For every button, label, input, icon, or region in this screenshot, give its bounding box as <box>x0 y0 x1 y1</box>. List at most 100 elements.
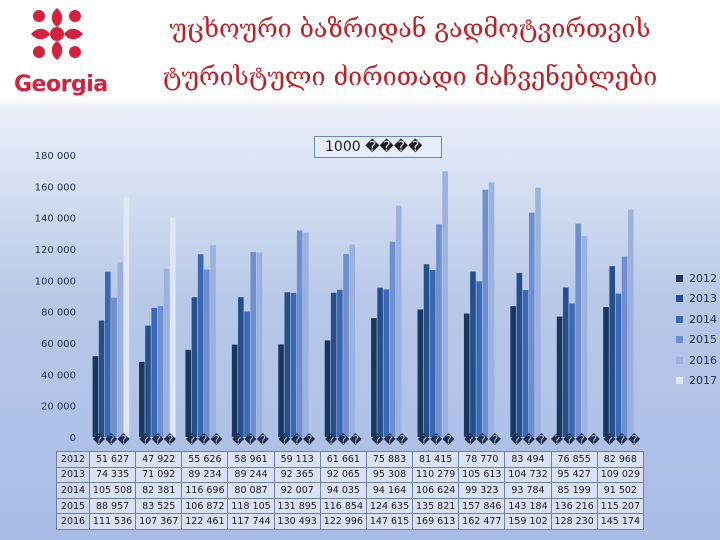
table-row-year: 2012 <box>56 451 90 468</box>
table-cell: 93 784 <box>504 482 552 499</box>
bar-2013 <box>516 272 523 437</box>
table-row-year: 2016 <box>56 513 90 530</box>
table-cell: 83 494 <box>504 451 552 468</box>
bar-2014 <box>569 303 575 437</box>
x-category-label: ���� <box>551 433 601 447</box>
table-cell: 147 615 <box>365 513 414 530</box>
legend-label: 2016 <box>689 353 717 367</box>
legend-label: 2014 <box>689 312 717 326</box>
legend-swatch <box>676 336 683 344</box>
x-category-label: ��� <box>93 433 131 447</box>
table-row: 2013 74 335 71 092 89 234 89 244 92 365 92 065… <box>56 466 645 484</box>
table-cell: 115 207 <box>596 497 645 515</box>
table-cell: 143 184 <box>504 497 552 515</box>
data-table: 2012 51 627 47 922 55 626 58 961 59 113 61 661… <box>56 451 645 530</box>
x-category-label: ��� <box>371 433 409 447</box>
table-cell: 76 855 <box>550 451 598 468</box>
table-cell: 94 035 <box>319 482 367 499</box>
bar-2015 <box>157 306 164 437</box>
y-tick-label: 140 000 <box>35 214 76 225</box>
legend-swatch <box>676 315 683 323</box>
bar-2014 <box>105 271 111 437</box>
bar-2014 <box>197 254 204 437</box>
bar-2015 <box>204 269 210 437</box>
table-cell: 75 883 <box>365 451 414 468</box>
table-cell: 118 105 <box>227 497 275 515</box>
bar-2012 <box>278 344 284 437</box>
bar-2013 <box>284 292 291 437</box>
bar-2015 <box>436 224 442 437</box>
table-cell: 159 102 <box>504 513 552 530</box>
table-cell: 122 461 <box>181 513 229 530</box>
table-cell: 116 696 <box>181 482 229 499</box>
legend-label: 2012 <box>689 271 717 285</box>
table-cell: 109 029 <box>596 466 645 484</box>
table-cell: 117 744 <box>227 513 275 530</box>
table-cell: 83 525 <box>135 497 183 515</box>
table-cell: 110 279 <box>412 466 460 484</box>
bar-2015 <box>621 256 628 437</box>
table-cell: 111 536 <box>88 513 137 530</box>
table-cell: 80 087 <box>227 482 275 499</box>
y-tick-label: 120 000 <box>35 245 76 256</box>
bar-2013 <box>238 297 244 437</box>
x-category-label: ��� <box>418 433 456 447</box>
bar-2014 <box>615 293 622 437</box>
y-tick-label: 60 000 <box>41 339 76 350</box>
table-cell: 91 502 <box>596 482 645 499</box>
y-tick-label: 160 000 <box>35 182 76 193</box>
table-cell: 106 624 <box>412 482 460 499</box>
title-line-1: უცხოური ბაზრიდან გადმოტვირთვის <box>169 14 651 43</box>
bar-2015 <box>528 212 535 437</box>
bar-2013 <box>98 320 105 437</box>
bar-2013 <box>609 266 615 437</box>
bar-2014 <box>290 292 297 437</box>
bar-2012 <box>231 344 238 437</box>
bar-2015 <box>111 297 117 437</box>
table-cell: 78 770 <box>458 451 506 468</box>
bar-2012 <box>417 309 424 437</box>
bar-2012 <box>371 318 377 437</box>
table-cell: 157 846 <box>458 497 506 515</box>
title-line-2: ტურისტული ძირითადი მაჩვენებლები <box>162 62 658 91</box>
table-row: 2012 51 627 47 922 55 626 58 961 59 113 61 661… <box>56 451 645 468</box>
table-cell: 89 234 <box>181 466 229 484</box>
bar-2014 <box>522 290 529 437</box>
y-tick-label: 80 000 <box>41 308 76 319</box>
table-cell: 51 627 <box>88 451 137 468</box>
table-cell: 136 216 <box>550 497 598 515</box>
bar-2015 <box>575 223 581 437</box>
table-cell: 104 732 <box>504 466 552 484</box>
bar-2013 <box>470 271 476 437</box>
bar-2017 <box>170 217 176 437</box>
legend-swatch <box>676 295 683 303</box>
table-cell: 135 821 <box>412 497 460 515</box>
y-tick-label: 180 000 <box>35 151 76 162</box>
table-cell: 59 113 <box>273 451 321 468</box>
bar-2016 <box>627 209 634 437</box>
table-cell: 92 065 <box>319 466 367 484</box>
legend-item: 2015 <box>676 330 717 351</box>
table-cell: 61 661 <box>319 451 367 468</box>
bar-2012 <box>603 307 609 437</box>
bar-2016 <box>535 187 541 437</box>
x-category-label: ��� <box>139 433 177 447</box>
bar-2014 <box>429 269 436 437</box>
legend-label: 2017 <box>689 374 717 388</box>
bar-2014 <box>476 281 482 437</box>
legend-item: 2016 <box>676 350 717 371</box>
table-cell: 82 968 <box>596 451 645 468</box>
x-category-label: ��� <box>464 433 502 447</box>
table-cell: 95 308 <box>365 466 414 484</box>
table-cell: 116 854 <box>319 497 367 515</box>
bar-2016 <box>488 182 495 437</box>
bar-2016 <box>349 244 356 437</box>
bar-2016 <box>163 268 170 437</box>
bar-2012 <box>324 340 331 437</box>
table-cell: 131 895 <box>273 497 321 515</box>
bar-2015 <box>482 189 489 437</box>
table-cell: 107 367 <box>135 513 183 530</box>
y-tick-label: 0 <box>70 433 76 444</box>
table-cell: 169 613 <box>412 513 460 530</box>
